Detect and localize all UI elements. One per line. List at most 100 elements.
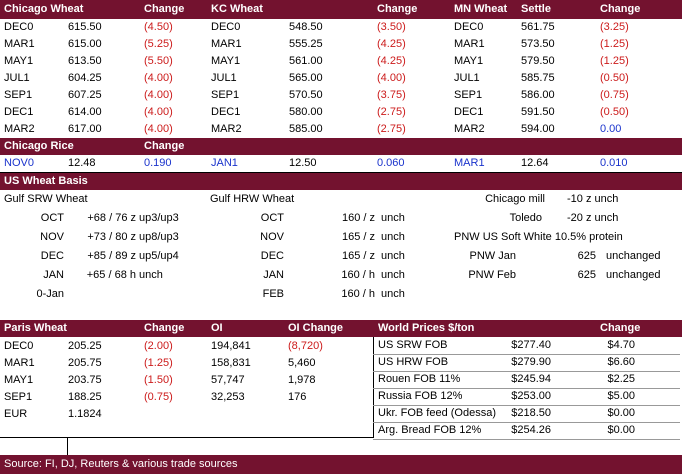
srw-value: +73 / 80 z (87, 231, 136, 243)
divider-footer-tick (67, 437, 68, 455)
rice-cell: 12.64 (521, 157, 549, 169)
kc-change: (2.75) (377, 106, 406, 118)
kc-change: (2.75) (377, 123, 406, 135)
hrw-value: 160 / h (341, 288, 375, 300)
kc-month: MAR2 (211, 123, 242, 135)
rice-cell: 12.50 (289, 157, 317, 169)
paris-change: (0.75) (144, 391, 173, 403)
world-name: Rouen FOB 11% (378, 373, 461, 385)
mn-change: (0.75) (600, 89, 629, 101)
world-change: $5.00 (607, 390, 635, 402)
footer-source: Source: FI, DJ, Reuters & various trade … (4, 458, 238, 470)
hrw-note: unch (381, 288, 405, 300)
mn-change: 0.00 (600, 123, 622, 135)
pnw-label: PNW Feb (468, 269, 516, 281)
chicago-month: DEC1 (4, 106, 34, 118)
srw-value: +85 / 89 z (87, 250, 136, 262)
paris-settle: 205.25 (68, 340, 102, 352)
chicago-mill-label: Chicago mill (485, 193, 545, 205)
world-change: $0.00 (607, 407, 635, 419)
world-price: $218.50 (511, 407, 551, 419)
hrw-value: 165 / z (341, 250, 375, 262)
chicago-change: (5.50) (144, 55, 173, 67)
world-change: $6.60 (607, 356, 635, 368)
mn-month: JUL1 (454, 72, 480, 84)
chicago-month: JUL1 (4, 72, 30, 84)
paris-oi-change: 5,460 (288, 357, 316, 369)
divider-bottom (0, 437, 374, 438)
paris-month: MAR1 (4, 357, 35, 369)
eur-value: 1.1824 (68, 408, 102, 420)
rice-cell: JAN1 (211, 157, 238, 169)
mn-month: DEC1 (454, 106, 484, 118)
world-name: Russia FOB 12% (378, 390, 463, 402)
kc-settle: 555.25 (289, 38, 323, 50)
basis-title: US Wheat Basis (4, 175, 88, 187)
paris-header-cell: OI Change (288, 322, 344, 334)
chicago-month: SEP1 (4, 89, 33, 101)
world-title: World Prices $/ton (378, 322, 475, 334)
paris-settle: 203.75 (68, 374, 102, 386)
divider-vertical (373, 337, 374, 438)
rice-title: Chicago Rice (4, 140, 74, 152)
rice-change-header: Change (144, 140, 185, 152)
rice-cell: 0.190 (144, 157, 172, 169)
mn-settle: 586.00 (521, 89, 555, 101)
kc-month: SEP1 (211, 89, 240, 101)
mn-settle: 585.75 (521, 72, 555, 84)
paris-month: MAY1 (4, 374, 34, 386)
world-price: $253.00 (511, 390, 551, 402)
paris-oi: 158,831 (211, 357, 251, 369)
srw-value: +68 / 76 z (87, 212, 136, 224)
hrw-month: NOV (260, 231, 284, 243)
rice-header-band (0, 138, 682, 155)
chicago-change: (4.00) (144, 106, 173, 118)
paris-settle: 205.75 (68, 357, 102, 369)
paris-oi: 32,253 (211, 391, 245, 403)
futures-header-cell: Chicago Wheat (4, 3, 84, 15)
kc-month: MAY1 (211, 55, 241, 67)
mn-month: MAR1 (454, 38, 485, 50)
world-name: Arg. Bread FOB 12% (378, 424, 482, 436)
kc-change: (3.75) (377, 89, 406, 101)
paris-header-cell: Change (144, 322, 185, 334)
world-change: $0.00 (607, 424, 635, 436)
paris-world-header-band (0, 320, 682, 337)
paris-change: (1.50) (144, 374, 173, 386)
kc-change: (4.25) (377, 38, 406, 50)
mn-settle: 561.75 (521, 21, 555, 33)
pnw-value: 625 (577, 250, 596, 262)
kc-settle: 570.50 (289, 89, 323, 101)
futures-header-cell: Change (144, 3, 185, 15)
mn-month: MAR2 (454, 123, 485, 135)
srw-value: +65 / 68 h (86, 269, 136, 281)
kc-change: (4.25) (377, 55, 406, 67)
chicago-month: MAR2 (4, 123, 35, 135)
hrw-value: 160 / z (341, 212, 375, 224)
hrw-month: JAN (263, 269, 284, 281)
mn-change: (3.25) (600, 21, 629, 33)
world-row-divider (373, 422, 680, 423)
hrw-month: FEB (262, 288, 284, 300)
eur-label: EUR (4, 408, 28, 420)
rice-cell: 0.060 (377, 157, 405, 169)
srw-note: up5/up4 (139, 250, 179, 262)
chicago-settle: 615.50 (68, 21, 102, 33)
futures-header-cell: KC Wheat (211, 3, 263, 15)
srw-month: JAN (43, 269, 64, 281)
futures-header-band (0, 0, 682, 19)
world-price: $254.26 (511, 424, 551, 436)
pnw-note: unchanged (606, 269, 661, 281)
world-price: $277.40 (511, 339, 551, 351)
mn-change: (1.25) (600, 38, 629, 50)
mn-month: MAY1 (454, 55, 484, 67)
world-price: $245.94 (511, 373, 551, 385)
paris-oi-change: 176 (288, 391, 307, 403)
paris-month: SEP1 (4, 391, 33, 403)
footer-band (0, 455, 682, 474)
kc-settle: 565.00 (289, 72, 323, 84)
world-change: $2.25 (607, 373, 635, 385)
hrw-note: unch (381, 250, 405, 262)
world-row-divider (373, 439, 680, 440)
world-name: Ukr. FOB feed (Odessa) (378, 407, 496, 419)
